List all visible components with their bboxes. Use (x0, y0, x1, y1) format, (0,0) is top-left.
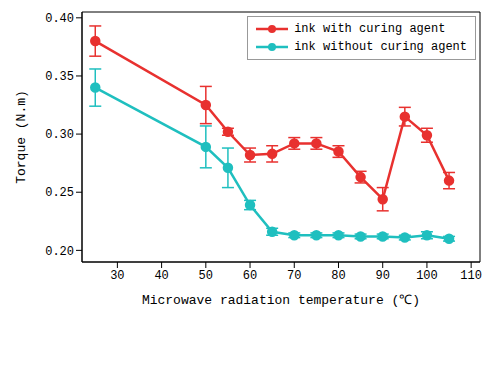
svg-text:110: 110 (460, 269, 482, 283)
html-text:ink with curing agent: ink with curing agent (294, 22, 446, 36)
svg-text:100: 100 (416, 269, 438, 283)
svg-text:Torque (N.m): Torque (N.m) (14, 90, 29, 184)
svg-text:50: 50 (199, 269, 213, 283)
svg-text:0.40: 0.40 (45, 12, 74, 26)
svg-text:0.30: 0.30 (45, 128, 74, 142)
svg-text:90: 90 (376, 269, 390, 283)
svg-text:80: 80 (331, 269, 345, 283)
svg-text:Microwave radiation temperatur: Microwave radiation temperature (℃) (142, 293, 420, 308)
svg-text:60: 60 (243, 269, 257, 283)
svg-text:30: 30 (110, 269, 124, 283)
html-text:ink without curing agent: ink without curing agent (294, 40, 467, 54)
svg-text:0.20: 0.20 (45, 245, 74, 259)
svg-text:40: 40 (154, 269, 168, 283)
svg-text:0.35: 0.35 (45, 70, 74, 84)
svg-text:0.25: 0.25 (45, 186, 74, 200)
svg-text:70: 70 (287, 269, 301, 283)
